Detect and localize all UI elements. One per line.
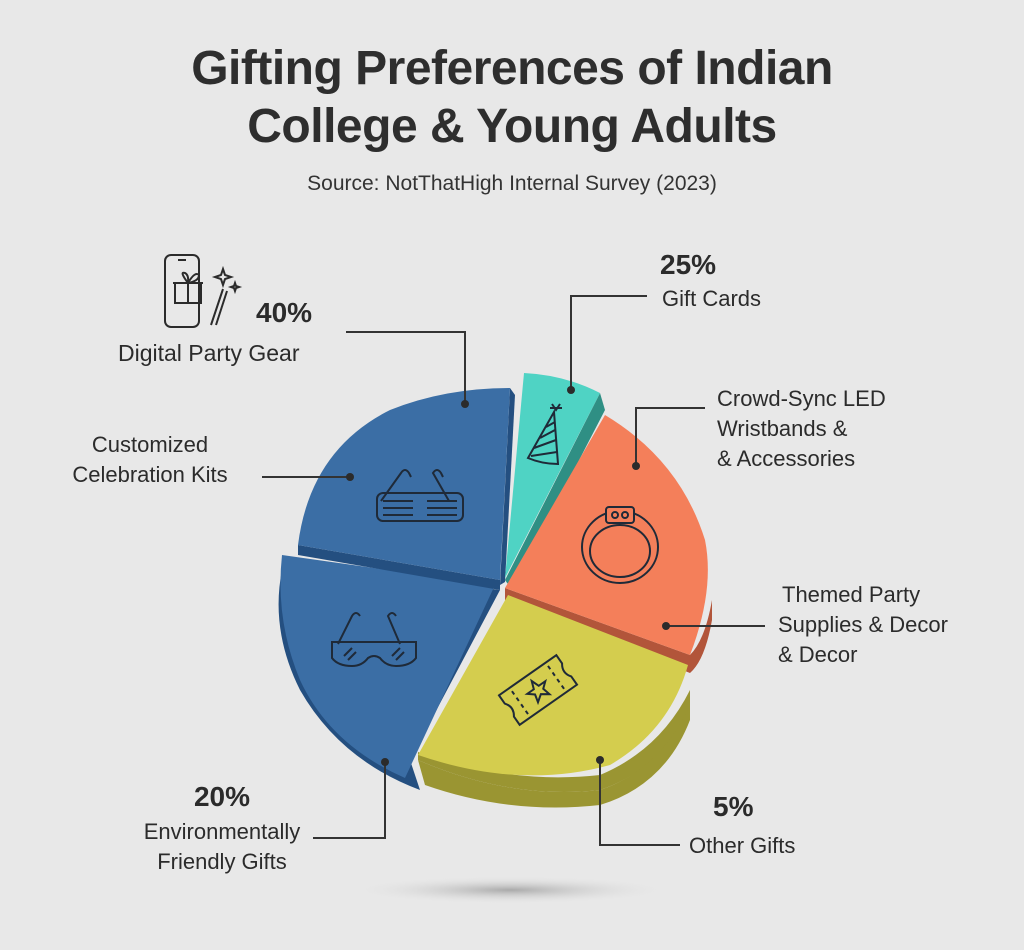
label-eco-line2: Friendly Gifts	[157, 849, 287, 874]
label-led-line3: & Accessories	[717, 446, 856, 471]
callout-line-other-gifts	[599, 760, 680, 846]
label-themed-line1: Themed Party	[782, 582, 921, 607]
slice-eco-friendly-gifts[interactable]	[278, 555, 500, 790]
label-eco-line1: Environmentally	[143, 819, 301, 844]
pct-other-gifts: 5%	[713, 791, 754, 822]
label-gift-cards: Gift Cards	[662, 286, 762, 311]
callout-line-gift-cards	[570, 295, 647, 390]
pct-gift-cards: 25%	[660, 249, 717, 280]
label-customized-kits: Customized Celebration Kits	[40, 430, 260, 490]
label-led-line1: Crowd-Sync LED	[717, 386, 886, 411]
pct-digital-party-gear: 40%	[256, 297, 313, 328]
label-eco-gifts: Environmentally Friendly Gifts	[122, 817, 322, 877]
label-digital-party-gear: Digital Party Gear	[118, 340, 300, 366]
callout-line-digital-party-gear	[346, 331, 466, 404]
label-customized-kits-line1: Customized	[91, 432, 209, 457]
slice-customized-celebration-kits[interactable]	[298, 388, 515, 590]
callout-line-led-wristbands	[635, 407, 705, 466]
slice-other-gifts[interactable]	[418, 595, 690, 808]
phone-gift-icon	[164, 254, 243, 328]
slice-gift-cards[interactable]	[505, 373, 605, 590]
callout-lines	[262, 295, 765, 846]
label-led-wristbands: Crowd-Sync LED Wristbands & & Accessorie…	[717, 384, 886, 474]
label-themed-line3: & Decor	[778, 642, 858, 667]
callout-line-eco-gifts	[313, 762, 386, 839]
chart-title: Gifting Preferences of Indian College & …	[0, 40, 1024, 156]
label-other-gifts: Other Gifts	[689, 833, 796, 858]
wristband-icon	[581, 506, 659, 584]
callout-dots	[346, 386, 670, 766]
label-customized-kits-line2: Celebration Kits	[72, 462, 228, 487]
label-led-line2: Wristbands &	[717, 416, 848, 441]
party-hat-icon	[526, 403, 562, 466]
ticket-icon	[497, 653, 579, 727]
label-themed-line2: Supplies & Decor	[778, 612, 948, 637]
title-line-1: Gifting Preferences of Indian	[191, 42, 833, 95]
chart-subtitle: Source: NotThatHigh Internal Survey (202…	[307, 172, 717, 195]
pct-eco-gifts: 20%	[193, 781, 251, 812]
label-themed-party: Themed Party Supplies & Decor & Decor	[778, 580, 948, 670]
pie-shadow	[350, 876, 670, 904]
party-glasses-icon	[376, 469, 464, 522]
title-line-2: College & Young Adults	[247, 100, 777, 153]
goggles-icon	[331, 612, 417, 668]
